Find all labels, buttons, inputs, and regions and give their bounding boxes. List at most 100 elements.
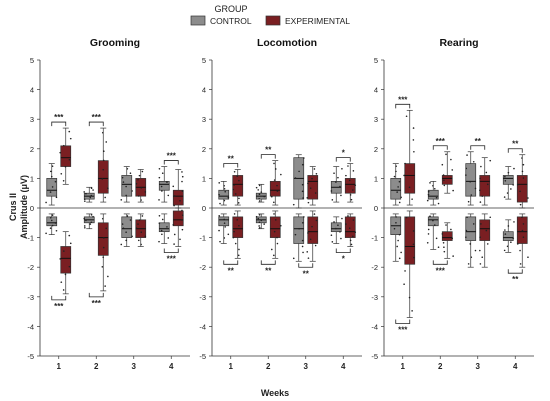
box-experimental-negative-point xyxy=(450,228,452,231)
box-experimental-negative xyxy=(269,210,282,259)
box-control-positive-point xyxy=(158,176,161,179)
box-control-positive-point xyxy=(255,186,258,189)
y-axis-title-line1: Crus II xyxy=(8,193,18,221)
box-experimental-negative-point xyxy=(276,236,278,239)
box-experimental-negative-point xyxy=(181,209,183,212)
box-control-negative-point xyxy=(503,249,506,252)
box-experimental-negative-point xyxy=(273,254,275,257)
box-experimental-negative-point xyxy=(105,227,108,230)
box-experimental-positive-point xyxy=(135,182,138,185)
box-control-negative-point xyxy=(50,219,53,222)
box-experimental-negative-point xyxy=(236,219,239,221)
box-experimental-positive-point xyxy=(408,186,411,189)
box-control-positive-point xyxy=(90,187,93,190)
box-control-negative-point xyxy=(129,219,132,221)
box-control-negative-point xyxy=(258,221,261,224)
box-experimental-positive-point xyxy=(63,144,65,147)
box-control-negative-point xyxy=(223,237,226,239)
box-experimental-negative-point xyxy=(315,219,318,222)
box-control-positive-point xyxy=(466,154,468,156)
box-control-negative-point xyxy=(301,245,304,248)
box-control-negative-point xyxy=(393,227,396,230)
box-experimental-negative-point xyxy=(101,266,104,268)
box-experimental-positive-point xyxy=(411,198,413,200)
box-experimental-positive-point xyxy=(60,172,63,175)
box-experimental-positive-point xyxy=(443,184,446,187)
box-control-negative xyxy=(218,213,230,244)
box-experimental-negative-point xyxy=(140,243,142,246)
box-experimental-positive-point xyxy=(306,197,309,199)
significance-bottom: ** xyxy=(298,263,314,278)
box-experimental-negative-point xyxy=(451,237,454,240)
box-control-negative-point xyxy=(131,235,133,238)
box-experimental-positive-point xyxy=(479,177,481,180)
box-control-positive xyxy=(502,166,515,200)
box-control-negative xyxy=(292,213,305,262)
y-tick-label: 1 xyxy=(374,174,378,183)
box-control-negative-point xyxy=(90,214,93,216)
box-experimental-positive-point xyxy=(479,189,481,192)
box-control-negative-point xyxy=(54,222,57,224)
box-experimental-negative-point xyxy=(237,254,240,257)
box-experimental-positive-point xyxy=(273,201,275,204)
box-control-positive-point xyxy=(218,182,221,184)
box-control-negative-point xyxy=(465,229,468,232)
significance-bottom: *** xyxy=(88,292,104,308)
box-experimental-negative-point xyxy=(403,283,405,286)
box-experimental-positive-point xyxy=(179,199,181,202)
box-control-negative xyxy=(255,213,267,230)
box-control-negative-point xyxy=(258,214,261,216)
box-experimental-negative-point xyxy=(443,246,445,249)
significance-bottom-line xyxy=(335,248,351,253)
box-experimental-negative-point xyxy=(173,233,176,236)
box-experimental-positive-point xyxy=(445,153,447,156)
y-tick-label: -1 xyxy=(199,234,206,243)
box-experimental-positive xyxy=(172,169,184,209)
box-control-negative-point xyxy=(298,227,300,230)
box-experimental-positive-box xyxy=(232,175,244,197)
box-experimental-negative-point xyxy=(314,244,317,247)
box-experimental-positive xyxy=(479,157,492,206)
box-control-negative-point xyxy=(84,226,86,229)
box-control-positive-point xyxy=(224,190,227,193)
box-control-positive-point xyxy=(50,175,53,178)
box-experimental-negative-box xyxy=(404,216,416,265)
box-experimental-negative-point xyxy=(411,310,413,312)
box-control-negative-point xyxy=(223,222,226,224)
significance-top-label: *** xyxy=(167,152,177,161)
significance-top-label: *** xyxy=(92,113,102,122)
box-control-positive-point xyxy=(474,187,477,190)
box-control-positive-point xyxy=(258,193,261,196)
box-control-positive-point xyxy=(397,186,399,188)
box-experimental-positive-point xyxy=(173,204,175,207)
box-experimental-negative-point xyxy=(486,243,489,245)
y-tick-label: -4 xyxy=(199,322,206,331)
box-control-negative-point xyxy=(158,214,161,217)
x-tick-label: 2 xyxy=(438,362,443,371)
box-control-negative-point xyxy=(465,236,467,239)
box-control-positive-point xyxy=(465,167,468,170)
box-experimental-negative-point xyxy=(140,231,143,234)
box-experimental-positive-point xyxy=(516,183,519,186)
box-experimental-negative-point xyxy=(441,233,444,235)
box-control-negative-box xyxy=(427,216,439,227)
box-control-negative-point xyxy=(219,240,221,243)
box-experimental-positive-point xyxy=(521,170,524,173)
box-control-negative-point xyxy=(161,218,164,221)
box-experimental-negative-point xyxy=(522,223,525,225)
box-control-positive-point xyxy=(333,172,335,175)
box-experimental-negative-box xyxy=(172,210,184,227)
panel-locomotion: Locomotion-5-4-3-2-10123451****2****3**4… xyxy=(199,37,362,371)
box-control-negative-point xyxy=(122,227,125,229)
box-experimental-positive-point xyxy=(314,192,317,194)
box-experimental-negative-point xyxy=(107,275,109,278)
box-experimental-positive-point xyxy=(274,168,277,170)
box-control-positive-point xyxy=(161,172,164,175)
box-control-positive-point xyxy=(54,180,57,183)
box-control-negative-point xyxy=(506,245,509,248)
y-tick-label: 3 xyxy=(374,115,378,124)
box-control-positive-point xyxy=(301,183,304,186)
significance-top-line xyxy=(88,121,104,127)
box-experimental-negative-point xyxy=(352,235,354,238)
box-control-positive xyxy=(292,154,305,209)
